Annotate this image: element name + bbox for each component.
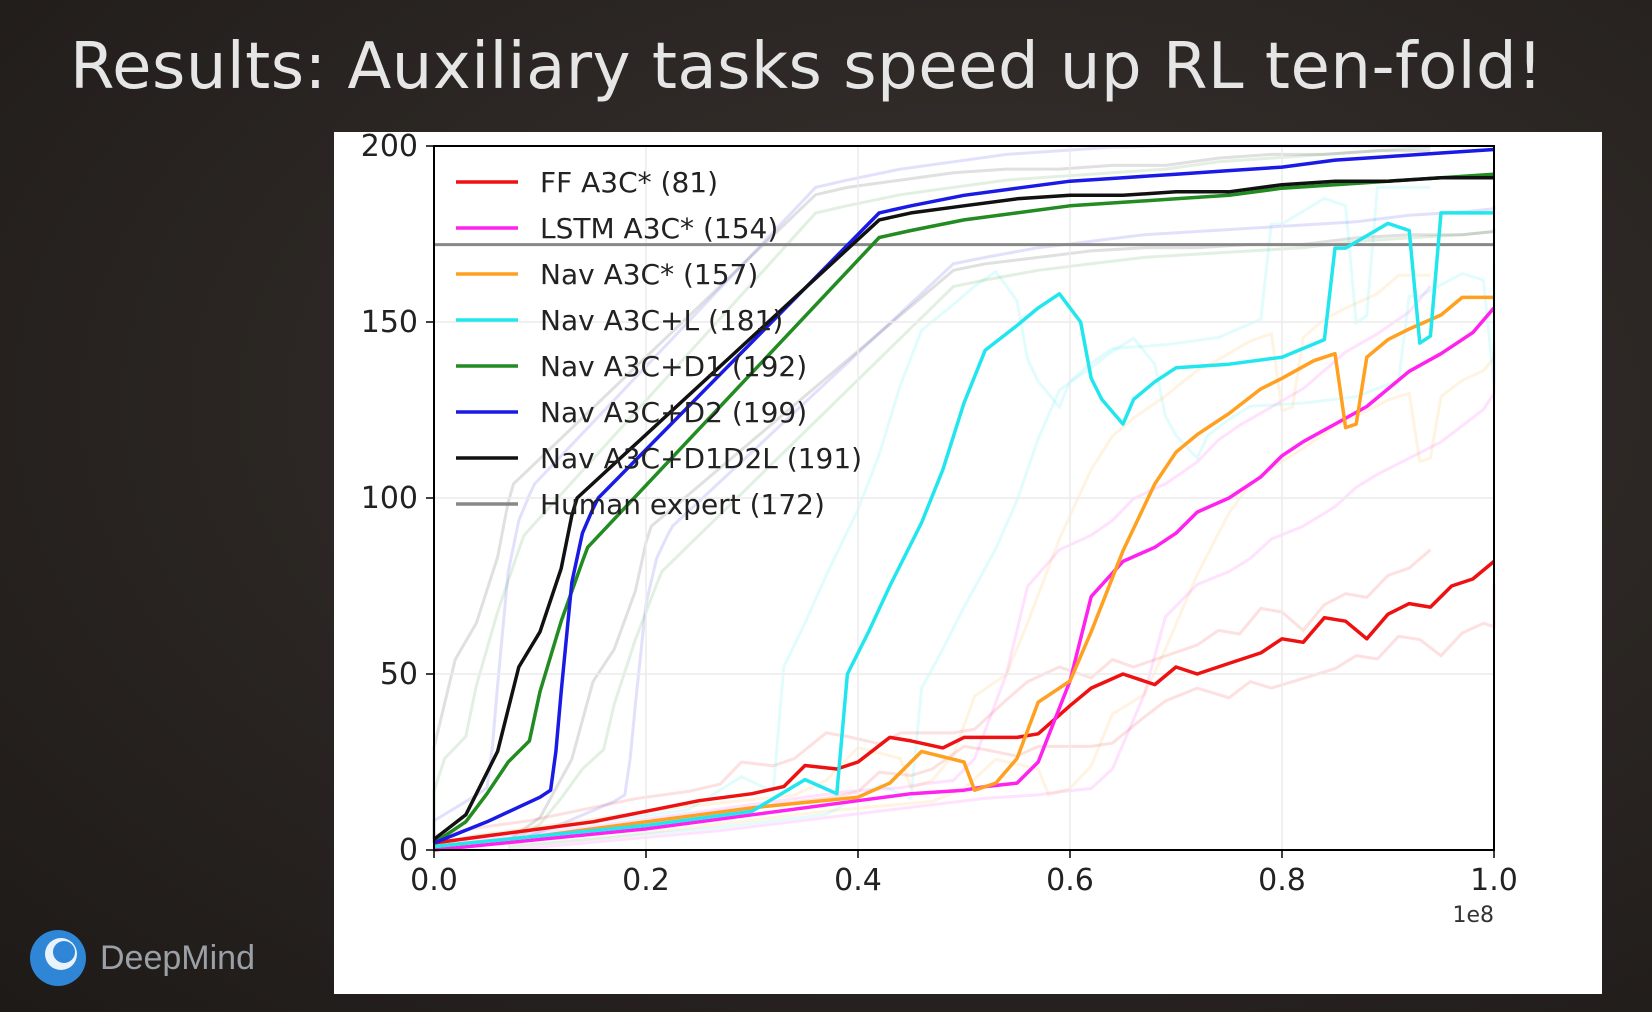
x-tick-label: 0.8 [1258,863,1306,898]
y-tick-label: 50 [380,657,418,692]
faint-run-line [433,273,1431,848]
legend-label: Nav A3C* (157) [540,258,758,291]
legend-label: Nav A3C+D2 (199) [540,396,807,429]
line-chart: 0.0 0.2 0.4 0.6 0.8 1.0 0 50 100 150 200 1e8 FF A3… [361,132,1518,928]
x-tick-label: 0.0 [410,863,458,898]
chart-figure: 0.0 0.2 0.4 0.6 0.8 1.0 0 50 100 150 200 1e8 FF A3… [334,132,1602,994]
x-tick-label: 0.4 [834,863,882,898]
deepmind-logo-icon [30,930,86,986]
series-line-nav-a3c-d1d2l-191 [432,175,1494,841]
x-tick-label: 0.2 [622,863,670,898]
legend-label: FF A3C* (81) [540,166,718,199]
faint-run-line [433,285,1432,852]
brand-name: DeepMind [100,938,255,977]
slide-title: Results: Auxiliary tasks speed up RL ten… [70,30,1544,104]
legend-label: Nav A3C+D1D2L (191) [540,442,862,475]
brand-logo: DeepMind [28,928,255,988]
faint-run-line [507,230,1495,842]
y-tick-label: 200 [361,132,418,164]
series-line-nav-a3c-l-181 [433,211,1494,849]
x-tick-label: 0.6 [1046,863,1094,898]
series-line-nav-a3c-157 [433,295,1494,849]
faint-run-line [432,548,1432,843]
series-line-nav-a3c-d1-192 [433,172,1495,845]
faint-run-line [508,584,1496,845]
series-line-nav-a3c-d2-199 [433,147,1495,845]
chart-legend: FF A3C* (81) LSTM A3C* (154) Nav A3C* (157… [456,166,862,521]
faint-run-line [432,145,1431,843]
legend-label: LSTM A3C* (154) [540,212,778,245]
y-tick-label: 0 [399,833,418,868]
x-tick-label: 1.0 [1470,863,1518,898]
faint-run-line [507,205,1496,845]
faint-run-line [433,185,1431,848]
y-tick-label: 150 [361,305,418,340]
x-axis-exponent-label: 1e8 [1452,903,1494,928]
series-line-ff-a3c-81 [433,560,1496,845]
legend-label: Human expert (172) [540,488,825,521]
legend-label: Nav A3C+L (181) [540,304,783,337]
legend-label: Nav A3C+D1 (192) [540,350,807,383]
faint-run-line [432,149,1431,839]
y-tick-label: 100 [361,481,418,516]
faint-run-line [508,351,1496,852]
series-line-lstm-a3c-154 [433,306,1496,852]
chart-series [432,147,1496,852]
faint-run-line [507,228,1496,845]
axis-ticks: 0.0 0.2 0.4 0.6 0.8 1.0 0 50 100 150 200 [361,132,1518,898]
